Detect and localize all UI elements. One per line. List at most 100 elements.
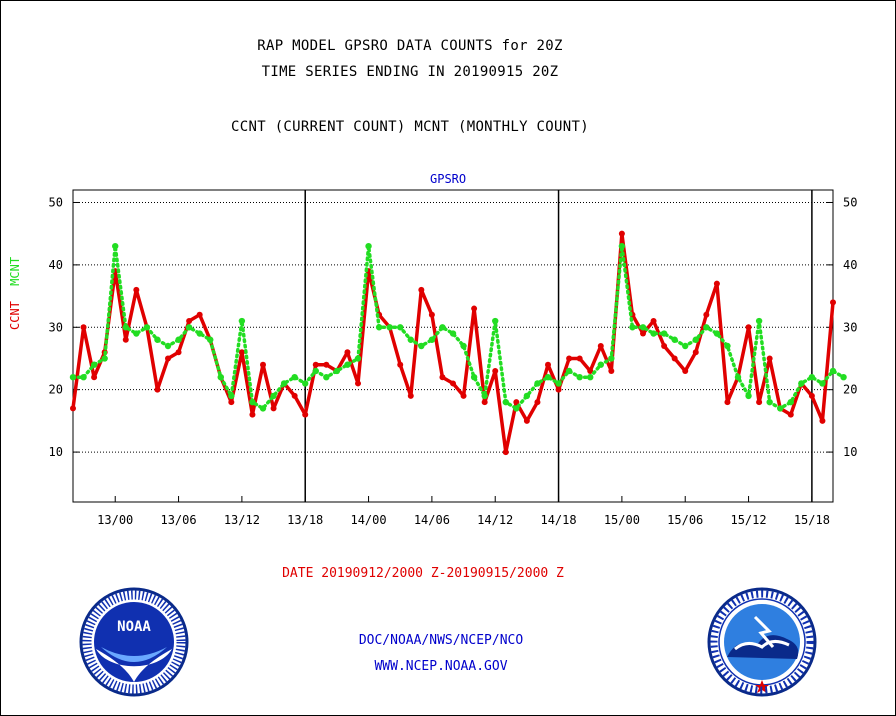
data-point-ccnt (175, 349, 182, 356)
chart-title-line2: TIME SERIES ENDING IN 20190915 20Z (261, 64, 559, 80)
data-point-ccnt (745, 324, 752, 331)
data-point-mcnt (439, 324, 446, 331)
data-point-ccnt (260, 361, 266, 368)
data-point-mcnt (492, 317, 499, 325)
data-point-ccnt (650, 318, 657, 325)
data-point-ccnt (344, 349, 351, 356)
data-point-mcnt (80, 374, 87, 381)
svg-text:NOAA: NOAA (117, 619, 151, 635)
data-point-mcnt (671, 336, 678, 343)
data-point-ccnt (502, 449, 509, 456)
data-point-mcnt (133, 330, 140, 337)
data-point-ccnt (703, 311, 710, 318)
data-point-mcnt (798, 380, 805, 387)
data-point-ccnt (407, 392, 414, 399)
data-point-mcnt (154, 336, 161, 343)
data-point-mcnt (840, 374, 847, 381)
data-point-mcnt (745, 392, 752, 400)
data-point-mcnt (639, 324, 647, 331)
data-point-mcnt (713, 330, 721, 337)
data-point-ccnt (249, 411, 256, 418)
y-tick-label-right: 20 (843, 383, 857, 397)
credit-line-1: DOC/NOAA/NWS/NCEP/NCO (358, 633, 524, 648)
data-point-mcnt (808, 374, 816, 381)
data-point-mcnt (692, 336, 699, 343)
data-point-mcnt (755, 317, 763, 325)
x-tick-label: 14/06 (414, 513, 450, 527)
data-point-ccnt (766, 355, 773, 362)
data-point-mcnt (164, 342, 172, 350)
data-point-mcnt (734, 374, 742, 381)
data-point-mcnt (270, 392, 277, 400)
data-point-mcnt (766, 398, 773, 406)
plot-title: GPSRO (430, 172, 467, 186)
y-tick-label-left: 20 (49, 383, 63, 397)
data-point-mcnt (69, 374, 77, 381)
data-point-ccnt (323, 361, 330, 368)
data-point-mcnt (787, 398, 794, 406)
data-point-mcnt (323, 374, 330, 381)
data-point-mcnt (829, 367, 837, 375)
data-point-ccnt (819, 417, 826, 424)
data-point-mcnt (354, 355, 362, 362)
data-point-ccnt (587, 367, 594, 374)
data-point-ccnt (186, 318, 193, 325)
x-tick-label: 13/00 (97, 513, 133, 527)
data-point-mcnt (228, 392, 235, 400)
x-tick-label: 14/18 (540, 513, 576, 527)
data-point-mcnt (428, 336, 436, 343)
data-point-ccnt (228, 399, 235, 406)
data-point-ccnt (597, 343, 604, 349)
data-point-mcnt (819, 380, 826, 387)
data-point-mcnt (660, 330, 668, 337)
data-point-mcnt (724, 342, 731, 350)
data-point-mcnt (565, 367, 573, 375)
data-point-ccnt (133, 286, 140, 293)
data-point-mcnt (302, 380, 309, 387)
data-point-ccnt (355, 380, 361, 387)
data-point-mcnt (460, 342, 467, 350)
data-point-ccnt (291, 392, 298, 399)
data-point-mcnt (143, 324, 151, 331)
data-point-mcnt (682, 342, 689, 350)
date-range-label: DATE 20190912/2000 Z-20190915/2000 Z (282, 566, 564, 581)
data-point-mcnt (576, 374, 583, 381)
data-point-ccnt (830, 299, 836, 306)
data-point-mcnt (101, 355, 108, 362)
chart-subtitle: CCNT (CURRENT COUNT) MCNT (MONTHLY COUNT… (231, 119, 589, 135)
data-point-mcnt (90, 361, 98, 368)
y-tick-label-left: 40 (49, 258, 63, 272)
data-point-ccnt (312, 361, 319, 368)
noaa-logo: NOAA (79, 587, 189, 697)
credit-line-2: WWW.NCEP.NOAA.GOV (374, 659, 508, 674)
y-tick-label-right: 50 (843, 195, 857, 209)
data-point-ccnt (534, 399, 541, 406)
data-point-mcnt (249, 398, 256, 406)
data-point-ccnt (439, 374, 446, 381)
data-point-mcnt (407, 336, 414, 343)
y-tick-label-left: 50 (49, 195, 63, 209)
data-point-ccnt (154, 386, 161, 393)
series-line-ccnt (71, 231, 835, 454)
data-point-mcnt (703, 324, 710, 331)
data-point-ccnt (80, 324, 87, 331)
data-point-mcnt (629, 324, 636, 331)
x-tick-label: 14/12 (477, 513, 513, 527)
data-point-mcnt (618, 242, 626, 250)
data-point-mcnt (122, 324, 129, 331)
data-point-ccnt (682, 367, 689, 374)
data-point-ccnt (576, 355, 583, 362)
data-point-mcnt (312, 367, 319, 375)
data-point-mcnt (175, 336, 182, 343)
data-point-ccnt (270, 405, 277, 412)
data-point-ccnt (640, 330, 646, 337)
data-point-ccnt (460, 392, 467, 399)
x-tick-label: 15/18 (794, 513, 830, 527)
data-point-ccnt (238, 349, 245, 356)
y-tick-label-right: 30 (843, 320, 857, 334)
data-point-mcnt (112, 242, 119, 250)
data-point-mcnt (259, 405, 267, 412)
x-tick-label: 15/12 (730, 513, 766, 527)
data-point-mcnt (449, 330, 457, 337)
